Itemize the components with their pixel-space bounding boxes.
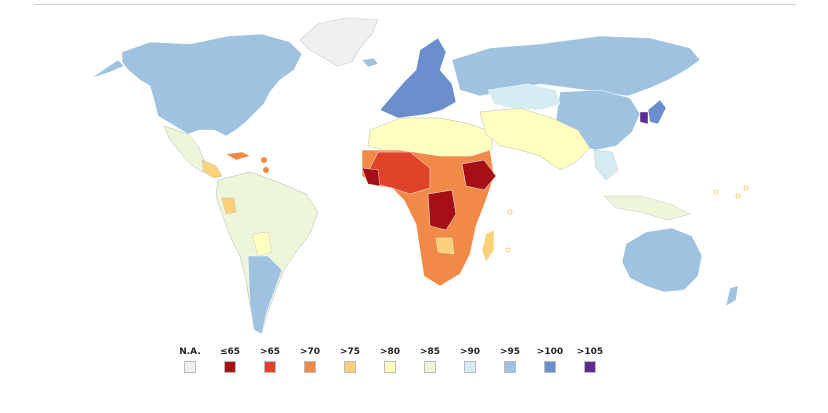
region-africa-darkred-east — [461, 159, 497, 191]
legend-label: >100 — [536, 347, 564, 357]
legend-item: >105 — [570, 346, 610, 373]
region-australia — [621, 227, 703, 293]
region-europe — [379, 37, 457, 119]
region-andes-orange — [221, 197, 237, 215]
region-bolivia — [251, 231, 273, 257]
region-caribbean-islands — [261, 157, 267, 163]
legend-swatch — [544, 361, 556, 373]
region-island-dot — [507, 209, 513, 215]
legend-label: >90 — [459, 347, 481, 357]
legend-label: >95 — [499, 347, 521, 357]
region-island-dot — [713, 189, 719, 195]
legend-item: N.A. — [170, 346, 210, 373]
legend-label: >80 — [379, 347, 401, 357]
legend-item: >95 — [490, 346, 530, 373]
legend-item: >70 — [290, 346, 330, 373]
region-north-america — [121, 33, 303, 137]
region-new-zealand — [725, 285, 739, 307]
region-southeast-asia — [593, 149, 619, 181]
legend: N.A. ≤65 >65 >70 >75 >80 >85 >90 >95 >10… — [170, 346, 610, 386]
legend-swatch — [384, 361, 396, 373]
region-middle-east-south-asia — [479, 107, 591, 171]
region-island-dot — [743, 185, 749, 191]
legend-item: >100 — [530, 346, 570, 373]
region-central-america — [201, 159, 223, 179]
legend-label: >85 — [419, 347, 441, 357]
legend-label: ≤65 — [219, 347, 241, 357]
region-japan — [647, 99, 667, 125]
region-caribbean-islands — [263, 167, 269, 173]
legend-item: >80 — [370, 346, 410, 373]
region-caribbean — [225, 151, 251, 161]
region-alaska — [91, 59, 125, 79]
region-island-dot — [735, 193, 741, 199]
legend-swatch — [184, 361, 196, 373]
region-africa-darkred-central — [427, 189, 457, 231]
legend-item: >65 — [250, 346, 290, 373]
legend-label: >105 — [576, 347, 604, 357]
legend-swatch — [344, 361, 356, 373]
legend-item: >75 — [330, 346, 370, 373]
legend-label: >70 — [299, 347, 321, 357]
region-central-asia — [487, 83, 561, 111]
legend-swatch — [424, 361, 436, 373]
legend-swatch — [584, 361, 596, 373]
region-iceland — [361, 57, 379, 68]
region-russia — [451, 35, 701, 97]
legend-label: >75 — [339, 347, 361, 357]
legend-item: >85 — [410, 346, 450, 373]
region-madagascar — [481, 229, 495, 263]
legend-item: >90 — [450, 346, 490, 373]
region-island-dot — [505, 247, 511, 253]
legend-swatch — [224, 361, 236, 373]
legend-label: N.A. — [179, 347, 201, 357]
legend-label: >65 — [259, 347, 281, 357]
legend-swatch — [264, 361, 276, 373]
top-divider — [34, 4, 796, 5]
region-africa-darkred-west — [361, 167, 381, 187]
legend-item: ≤65 — [210, 346, 250, 373]
legend-swatch — [504, 361, 516, 373]
region-southern-cone — [247, 255, 283, 335]
legend-swatch — [304, 361, 316, 373]
region-indonesia — [603, 195, 691, 221]
region-korea — [639, 111, 649, 125]
region-africa-yellow-south — [435, 237, 455, 255]
region-greenland — [299, 17, 379, 67]
legend-swatch — [464, 361, 476, 373]
